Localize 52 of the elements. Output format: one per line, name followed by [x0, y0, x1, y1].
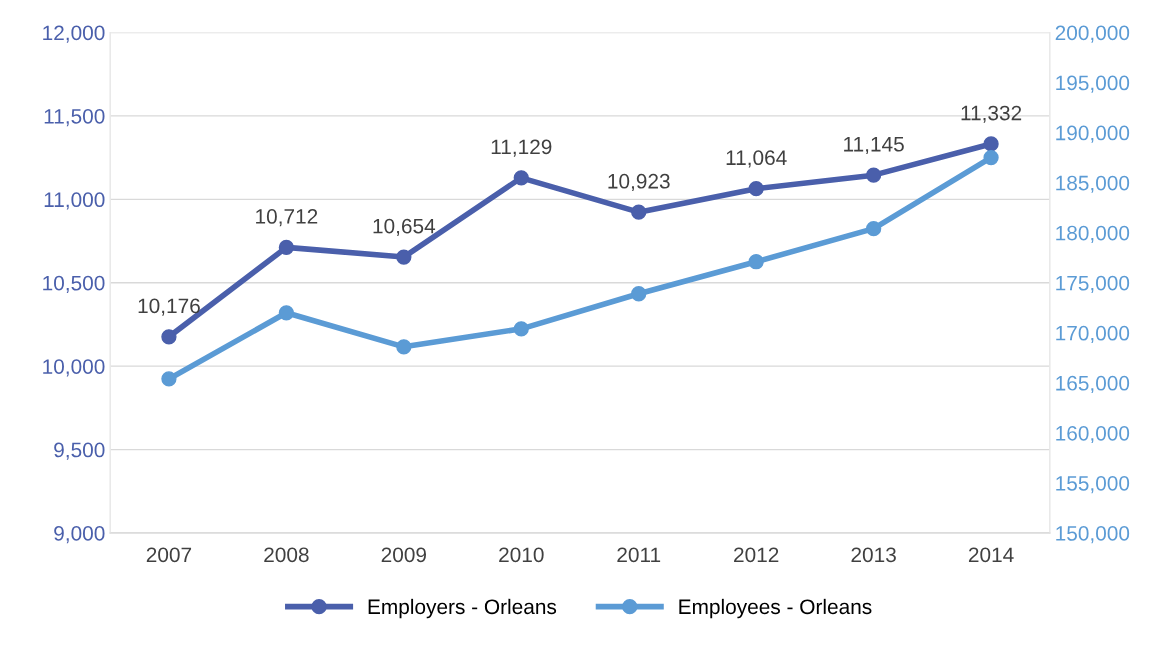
- point: [161, 329, 177, 345]
- point: [983, 136, 999, 152]
- x-tick-label: 2010: [499, 547, 544, 563]
- legend-label: Employers - Orleans: [368, 598, 557, 619]
- point: [513, 170, 529, 186]
- y-tick-label: 11,500: [44, 108, 105, 127]
- point: [161, 371, 177, 387]
- y2-tick-label: 160,000: [1056, 425, 1130, 444]
- data-label: 10,654: [373, 218, 436, 236]
- y2-tick-label: 185,000: [1056, 175, 1130, 193]
- y-tick-label: 10,500: [43, 275, 105, 293]
- point: [513, 321, 529, 337]
- point: [748, 254, 764, 270]
- y-tick-label: 9,000: [54, 526, 105, 544]
- y-tick-label: 10,000: [43, 359, 105, 377]
- y2-tick-label: 200,000: [1055, 25, 1130, 43]
- x-tick-label: 2009: [381, 547, 427, 563]
- y-tick-label: 9,500: [54, 442, 105, 460]
- data-label: 10,712: [256, 209, 318, 227]
- x-tick-label: 2013: [851, 547, 896, 563]
- x-tick-label: 2007: [146, 547, 192, 563]
- point: [865, 221, 882, 237]
- point: [631, 204, 647, 220]
- x-tick-label: 2012: [734, 547, 779, 563]
- point: [396, 339, 412, 355]
- y2-tick-label: 170,000: [1056, 325, 1130, 344]
- y2-tick-label: 150,000: [1056, 526, 1130, 544]
- y2-tick-label: 175,000: [1056, 275, 1130, 293]
- point: [396, 249, 412, 265]
- data-label: 11,332: [961, 105, 1022, 123]
- data-label: 11,064: [726, 150, 787, 168]
- y-tick-label: 11,000: [44, 192, 105, 210]
- point: [748, 181, 764, 197]
- y2-tick-label: 195,000: [1056, 75, 1130, 93]
- point: [631, 286, 647, 302]
- x-tick-label: 2014: [968, 547, 1014, 563]
- y2-tick-label: 155,000: [1056, 475, 1130, 494]
- x-tick-label: 2008: [264, 547, 309, 563]
- point: [278, 305, 295, 321]
- point: [865, 167, 882, 183]
- y2-tick-label: 190,000: [1056, 125, 1130, 143]
- y2-tick-label: 165,000: [1056, 375, 1130, 394]
- y2-tick-label: 180,000: [1056, 225, 1130, 243]
- data-label: 10,176: [138, 298, 200, 316]
- point: [278, 239, 295, 256]
- point: [983, 149, 999, 166]
- data-label: 11,129: [491, 139, 552, 157]
- data-label: 11,145: [844, 137, 904, 155]
- x-tick-label: 2011: [617, 547, 661, 563]
- legend-label: Employees - Orleans: [679, 598, 872, 619]
- y-tick-label: 12,000: [43, 25, 105, 43]
- data-label: 10,923: [608, 173, 670, 192]
